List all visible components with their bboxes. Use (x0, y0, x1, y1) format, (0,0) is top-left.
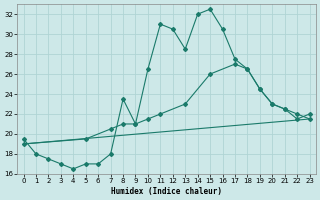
X-axis label: Humidex (Indice chaleur): Humidex (Indice chaleur) (111, 187, 222, 196)
